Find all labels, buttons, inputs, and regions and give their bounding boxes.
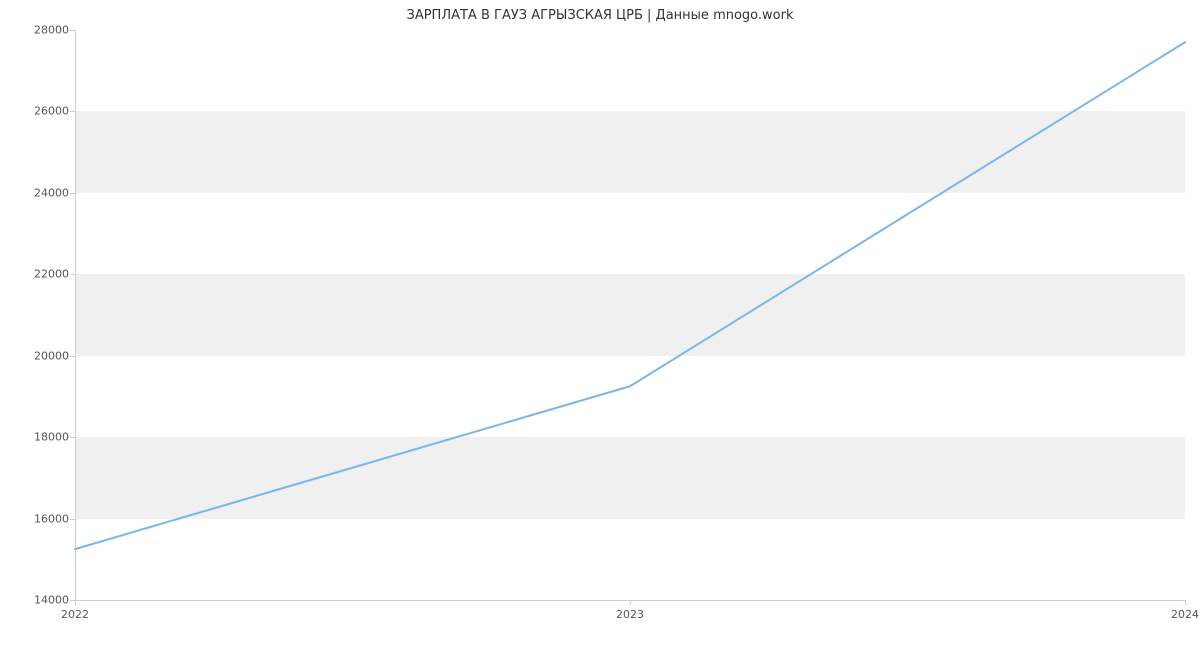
x-tick-mark <box>1185 600 1186 605</box>
series-layer <box>75 30 1185 600</box>
y-tick-label: 26000 <box>34 105 69 118</box>
y-tick-label: 16000 <box>34 512 69 525</box>
x-tick-label: 2024 <box>1171 608 1199 621</box>
x-tick-label: 2023 <box>616 608 644 621</box>
y-tick-label: 28000 <box>34 24 69 37</box>
chart-container: ЗАРПЛАТА В ГАУЗ АГРЫЗСКАЯ ЦРБ | Данные m… <box>0 0 1200 650</box>
x-tick-label: 2022 <box>61 608 89 621</box>
y-tick-label: 20000 <box>34 349 69 362</box>
y-tick-label: 14000 <box>34 594 69 607</box>
y-tick-label: 18000 <box>34 431 69 444</box>
x-tick-mark <box>630 600 631 605</box>
plot-area: 1400016000180002000022000240002600028000… <box>75 30 1185 600</box>
y-tick-label: 24000 <box>34 186 69 199</box>
series-line <box>75 42 1185 549</box>
y-tick-label: 22000 <box>34 268 69 281</box>
chart-title: ЗАРПЛАТА В ГАУЗ АГРЫЗСКАЯ ЦРБ | Данные m… <box>0 8 1200 23</box>
x-tick-mark <box>75 600 76 605</box>
